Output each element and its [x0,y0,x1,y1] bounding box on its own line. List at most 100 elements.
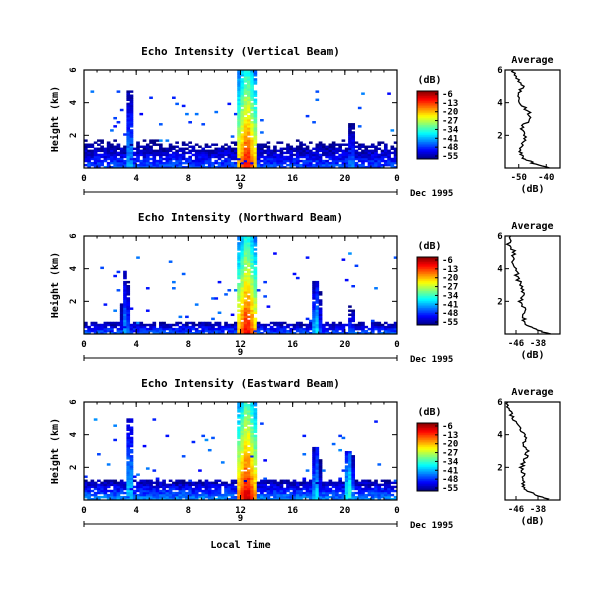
heatmap-cell [247,258,251,261]
heatmap-cell [198,495,202,499]
heatmap-cell [253,297,258,300]
heatmap-cell [305,489,310,493]
heatmap-cell [282,489,287,493]
heatmap-cell [230,313,235,317]
heatmap-cell [123,163,127,167]
heatmap-cell [201,123,206,126]
heatmap-cell [158,163,163,167]
heatmap-cell [132,479,137,483]
heatmap-cell [308,153,313,157]
heatmap-cell [315,157,320,161]
heatmap-cell [351,151,356,155]
heatmap-cell [162,493,166,497]
heatmap-cell [237,264,241,268]
heatmap-cell [158,157,163,161]
heatmap-cell [383,149,388,153]
heatmap-cell [194,487,199,491]
heatmap-cell [240,317,245,321]
heatmap-cell [211,151,215,155]
heatmap-cell [305,495,310,499]
heatmap-cell [292,157,297,161]
colorbar-segment [417,291,438,294]
heatmap-cell [119,303,124,306]
heatmap-cell [240,436,245,440]
heatmap-cell [129,163,134,167]
heatmap-cell [312,448,316,452]
heatmap-cell [305,149,310,153]
colorbar-segment [417,428,438,431]
heatmap-cell [116,151,121,155]
heatmap-cell [126,92,131,95]
heatmap-cell [247,315,251,319]
heatmap-cell [237,327,241,331]
heatmap-cell [185,112,189,116]
heatmap-cell [139,325,144,329]
average-y-tick-label: 2 [497,463,502,473]
heatmap-cell [247,114,251,118]
heatmap-cell [250,481,254,485]
heatmap-cell [250,323,254,327]
heatmap-cell [256,155,261,159]
heatmap-cell [220,331,225,335]
heatmap-cell [201,159,206,163]
heatmap-cell [273,491,277,495]
heatmap-cell [149,147,153,151]
heatmap-cell [312,493,316,497]
heatmap-cell [305,491,310,495]
heatmap-cell [126,165,131,169]
heatmap-cell [377,323,382,327]
heatmap-cell [302,143,307,146]
heatmap-cell [237,248,241,251]
heatmap-cell [198,329,202,333]
heatmap-cell [100,485,104,489]
heatmap-cell [269,149,274,153]
heatmap-cell [207,323,212,327]
heatmap-cell [256,327,261,331]
heatmap-cell [266,493,271,497]
heatmap-cell [178,481,183,485]
colorbar-tick-label: -6 [442,422,453,432]
heatmap-cell [145,489,150,493]
heatmap-cell [315,461,320,464]
heatmap-cell [116,145,121,148]
heatmap-cell [331,483,336,487]
heatmap-cell [247,459,251,462]
heatmap-cell [380,165,385,169]
heatmap-cell [84,143,88,146]
heatmap-cell [282,157,287,161]
heatmap-cell [253,270,258,274]
colorbar-segment [417,479,438,482]
heatmap-cell [126,325,131,329]
heatmap-cell [253,127,258,130]
heatmap-cell [312,163,316,167]
heatmap-cell [201,495,206,499]
heatmap-cell [318,485,323,489]
heatmap-cell [253,307,258,310]
colorbar-segment [417,270,438,273]
heatmap-cell [305,481,310,485]
heatmap-cell [286,151,290,155]
heatmap-cell [152,157,157,161]
heatmap-cell [364,149,369,153]
heatmap-cell [93,329,98,333]
heatmap-cell [243,489,248,493]
heatmap-cell [233,481,238,485]
heatmap-cell [247,272,251,276]
heatmap-cell [106,153,111,157]
heatmap-cell [87,331,91,335]
heatmap-cell [279,327,284,331]
day-label: 9 [238,514,243,524]
heatmap-cell [188,489,192,493]
heatmap-cell [211,483,215,487]
heatmap-cell [250,137,254,140]
heatmap-cell [178,153,183,157]
heatmap-cell [84,163,88,167]
heatmap-cell [308,163,313,167]
heatmap-cell [162,153,166,157]
heatmap-cell [227,155,232,159]
heatmap-cell [328,149,333,153]
heatmap-cell [250,495,254,499]
heatmap-cell [377,485,382,489]
heatmap-cell [383,161,388,165]
heatmap-cell [341,327,346,331]
